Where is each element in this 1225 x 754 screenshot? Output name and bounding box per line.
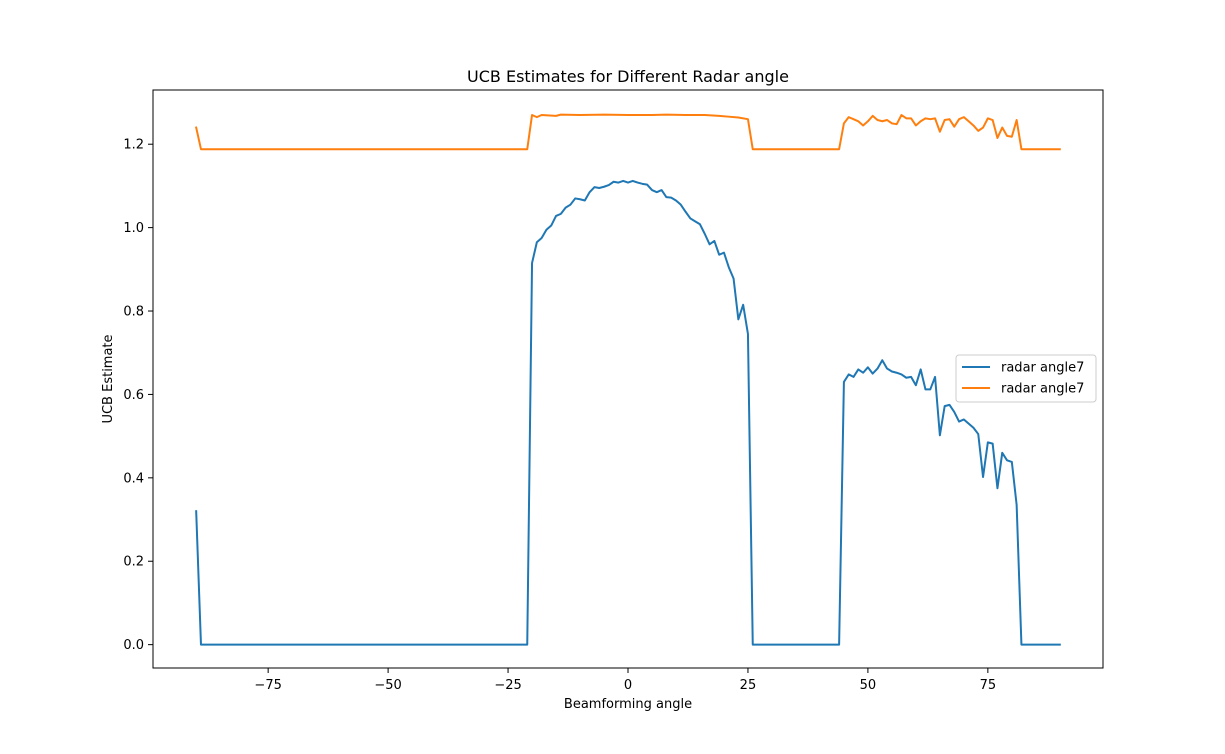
legend: radar angle7 radar angle7 [955, 354, 1097, 403]
legend-label: radar angle7 [1001, 361, 1084, 376]
series-layer [194, 113, 1061, 646]
axes-layer: −75 −50 −25 0 25 50 75 0.0 0.2 0.4 0.6 0.8 1.0 1.2 [123, 89, 1104, 693]
y-tick-label: 0.8 [123, 305, 144, 320]
y-axis-label: UCB Estimate [101, 334, 116, 423]
x-tick-label: 50 [860, 678, 877, 693]
y-tick-label: 1.0 [123, 221, 144, 236]
y-tick-label: 0.0 [123, 638, 144, 653]
y-tick-label: 0.6 [123, 388, 144, 403]
legend-label: radar angle7 [1001, 382, 1084, 397]
legend-box [955, 354, 1097, 403]
x-tick-label: −75 [254, 678, 281, 693]
x-tick-label: 75 [980, 678, 997, 693]
series-line-1 [195, 179, 1061, 646]
y-tick-label: 1.2 [123, 138, 144, 153]
x-axis-label: Beamforming angle [564, 697, 692, 712]
chart-title: UCB Estimates for Different Radar angle [467, 67, 789, 86]
x-tick-label: −25 [494, 678, 521, 693]
x-tick-label: 25 [740, 678, 757, 693]
series-line-2 [194, 113, 1061, 151]
y-tick-label: 0.2 [123, 555, 144, 570]
y-tick-label: 0.4 [123, 471, 144, 486]
x-tick-label: 0 [624, 678, 632, 693]
x-tick-label: −50 [374, 678, 401, 693]
